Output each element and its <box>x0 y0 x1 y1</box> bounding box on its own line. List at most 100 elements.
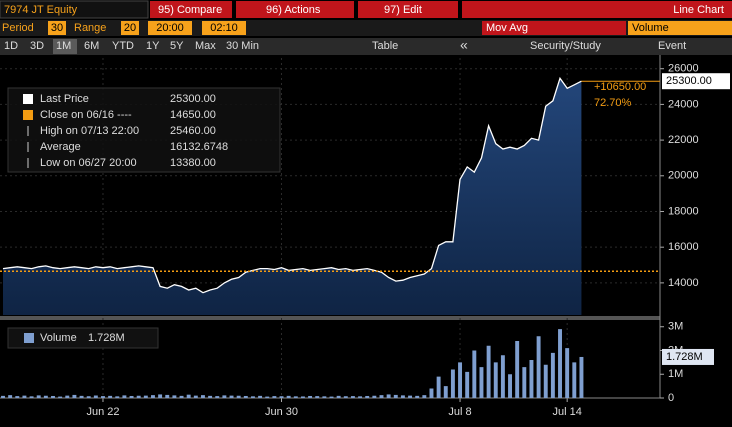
legend-stat-value: 14650.00 <box>170 109 216 121</box>
y-tick-label: 16000 <box>668 241 699 253</box>
security[interactable]: 7974 JT Equity <box>4 4 78 16</box>
y-tick-label: 24000 <box>668 98 699 110</box>
y-tick-label: 3M <box>668 321 683 333</box>
top-toolbar: 7974 JT Equity 95) Compare 96) Actions 9… <box>0 0 732 19</box>
volume-bar <box>193 395 198 398</box>
menu-label[interactable]: 97) Edit <box>384 4 422 16</box>
legend-value: 25300.00 <box>170 93 216 105</box>
legend-stat-value: 25460.00 <box>170 125 216 137</box>
range-button[interactable]: 1D <box>4 40 18 52</box>
y-tick-label: 20000 <box>668 170 699 182</box>
panel-separator <box>0 316 660 320</box>
volume-bar <box>465 371 470 398</box>
security-box[interactable] <box>0 0 149 19</box>
volume-bar <box>208 395 213 398</box>
volume-bar <box>15 396 20 398</box>
volume-bar <box>536 336 541 398</box>
legend-stat-label: Low on 06/27 20:00 <box>40 157 137 169</box>
volume-bar <box>493 362 498 398</box>
volume-bar <box>293 396 298 398</box>
y-tick-label: 26000 <box>668 63 699 75</box>
start-time[interactable]: 20:00 <box>156 22 184 34</box>
range-button[interactable]: Max <box>195 40 216 52</box>
volume-bar <box>158 394 163 398</box>
volume-bar <box>129 395 134 398</box>
menu-button[interactable] <box>150 1 232 18</box>
security-study-button[interactable]: Security/Study <box>530 40 601 52</box>
volume-bar <box>179 395 184 398</box>
end-time[interactable]: 02:10 <box>210 22 238 34</box>
volume-bar <box>558 329 562 398</box>
legend-stat-label: Average <box>40 141 81 153</box>
volume-field[interactable] <box>628 21 732 35</box>
menu-label[interactable]: 96) Actions <box>266 4 321 16</box>
menu-button[interactable] <box>358 1 458 18</box>
volume-bar <box>101 396 105 398</box>
volume-bar <box>550 352 555 398</box>
volume-bar <box>279 396 284 398</box>
menu-label[interactable]: 95) Compare <box>158 4 222 16</box>
volume-tag: 1.728M <box>666 351 703 363</box>
volume-bar <box>243 395 248 398</box>
range-button[interactable]: 1Y <box>146 40 160 52</box>
volume-bar <box>479 367 484 398</box>
legend-box <box>7 87 281 173</box>
volume-bar <box>236 395 241 398</box>
end-field[interactable] <box>202 21 246 35</box>
last-price-tag-bg <box>662 73 730 90</box>
back-button[interactable]: « <box>460 37 468 53</box>
range-button[interactable]: 30 Min <box>226 40 259 52</box>
volume-bar <box>186 394 191 398</box>
event-button[interactable]: Event <box>658 40 686 52</box>
y-tick-label: 0 <box>668 392 674 404</box>
volume-bar <box>86 396 91 398</box>
volume-bar <box>22 395 27 398</box>
volume-bar <box>215 396 220 398</box>
volume-label[interactable]: Volume <box>632 22 669 34</box>
range-field[interactable] <box>121 21 139 35</box>
volume-bar <box>429 388 434 398</box>
volume-bar <box>151 395 155 398</box>
range-bg <box>0 38 732 55</box>
range-value[interactable]: 20 <box>124 22 136 34</box>
x-tick-label: Jun 30 <box>265 406 298 418</box>
mov-avg-label[interactable]: Mov Avg <box>486 22 528 34</box>
volume-bar <box>336 395 341 398</box>
volume-bar <box>529 360 534 398</box>
volume-bar <box>579 356 584 398</box>
mov-avg-field[interactable] <box>482 21 626 35</box>
volume-bar <box>379 395 384 398</box>
range-button[interactable]: 1M <box>56 40 71 52</box>
x-tick-label: Jun 22 <box>86 406 119 418</box>
volume-bar <box>515 341 520 398</box>
volume-bar <box>422 395 427 398</box>
volume-bar <box>436 376 441 398</box>
volume-bar <box>93 395 98 398</box>
volume-bar <box>58 396 63 398</box>
volume-bar <box>350 396 355 398</box>
volume-bar <box>322 396 327 398</box>
volume-bar <box>315 396 320 398</box>
period-value[interactable]: 30 <box>51 22 63 34</box>
range-button[interactable]: 3D <box>30 40 44 52</box>
volume-bar <box>365 395 370 398</box>
volume-bar <box>393 394 398 398</box>
legend-entry: Volume <box>40 332 77 344</box>
menu-button[interactable] <box>236 1 354 18</box>
y-tick-label: 22000 <box>668 134 699 146</box>
range-button[interactable]: 5Y <box>170 40 184 52</box>
period-label: Period <box>2 22 34 34</box>
period-field[interactable] <box>48 21 66 35</box>
table-button[interactable]: Table <box>372 40 398 52</box>
legend-swatch <box>23 94 33 104</box>
range-button[interactable]: 6M <box>84 40 99 52</box>
start-field[interactable] <box>148 21 192 35</box>
y-tick-label: 14000 <box>668 277 699 289</box>
volume-bar <box>415 395 420 398</box>
volume-bar <box>408 395 413 398</box>
selected-button-bg <box>53 39 77 54</box>
volume-bar <box>200 395 205 398</box>
volume-bar <box>43 395 48 398</box>
range-button[interactable]: YTD <box>112 40 134 52</box>
